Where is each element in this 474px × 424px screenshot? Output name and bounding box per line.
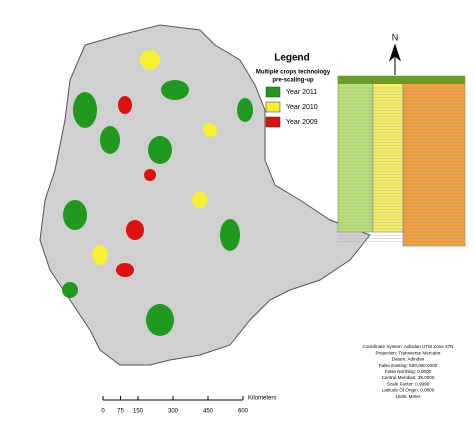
- legend-swatch: [265, 86, 281, 98]
- patch: [161, 80, 189, 100]
- projection-line: Scale Factor: 0.9996: [387, 381, 430, 386]
- legend-swatch: [265, 116, 281, 128]
- patch: [192, 192, 208, 208]
- table-column: [372, 75, 404, 233]
- scale-tick-label: 450: [203, 409, 214, 415]
- legend-subtitle: Multiple crops technology: [256, 70, 331, 76]
- patch: [146, 304, 174, 336]
- legend-swatch: [265, 101, 281, 113]
- patch: [116, 263, 134, 277]
- scale-unit: Kilometers: [248, 396, 276, 402]
- projection-line: False Easting: 500,000.0000: [379, 363, 438, 368]
- patch: [73, 92, 97, 128]
- projection-line: Coordinate System: Adindan UTM Zone 37N: [363, 344, 454, 349]
- legend-label: Year 2010: [286, 104, 318, 111]
- patch: [203, 123, 217, 137]
- patch: [118, 96, 132, 114]
- legend: Legend Multiple crops technology pre-sca…: [256, 53, 331, 84]
- region-patches: [62, 50, 253, 336]
- legend-subtitle: pre-scaling-up: [272, 78, 314, 84]
- patch: [92, 245, 108, 265]
- scale-tick-label: 600: [238, 409, 249, 415]
- projection-line: Latitude Of Origin: 0.0000: [382, 388, 435, 393]
- projection-line: Datum: Adindan: [392, 357, 425, 362]
- projection-line: False Northing: 0.0000: [385, 369, 432, 374]
- north-symbol: [388, 43, 402, 75]
- patch: [148, 136, 172, 164]
- patch: [140, 50, 160, 70]
- patch: [126, 220, 144, 240]
- table-column: [337, 75, 374, 233]
- patch: [62, 282, 78, 298]
- patch: [144, 169, 156, 181]
- projection-line: Units: Meter: [396, 394, 421, 399]
- north-arrow: N: [388, 32, 402, 75]
- scale-tick-label: 75: [117, 409, 124, 415]
- legend-title: Legend: [274, 53, 310, 64]
- projection-line: Projection: Transverse Mercator: [375, 350, 441, 355]
- projection-line: Central Meridian: 39.0000: [382, 375, 435, 380]
- patch: [220, 219, 240, 251]
- scale-tick-label: 150: [133, 409, 144, 415]
- patch: [100, 126, 120, 154]
- legend-label: Year 2011: [286, 89, 317, 96]
- patch: [237, 98, 253, 122]
- scale-tick-label: 0: [101, 409, 105, 415]
- legend-label: Year 2009: [286, 119, 318, 126]
- north-label: N: [392, 32, 399, 42]
- patch: [63, 200, 87, 230]
- attribute-table: [337, 75, 466, 247]
- scale-tick-label: 300: [168, 409, 179, 415]
- table-column: [402, 75, 466, 247]
- table-header: [338, 76, 465, 84]
